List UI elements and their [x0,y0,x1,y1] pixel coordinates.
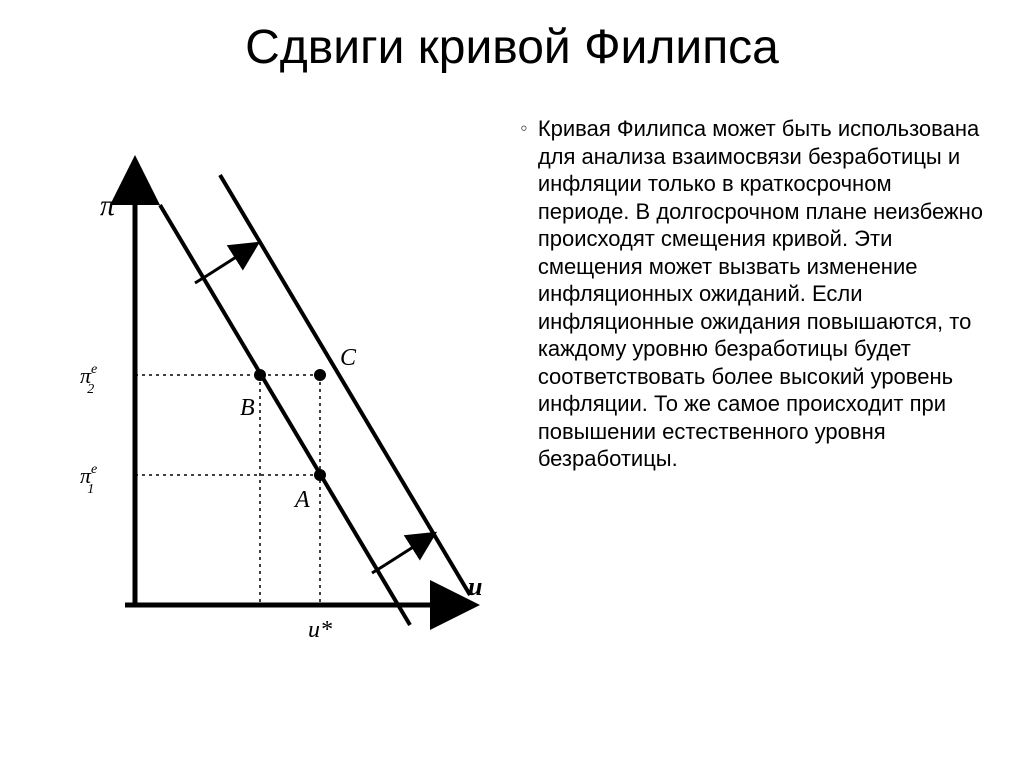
label-b: B [240,395,255,421]
y-tick-pi1: πe1 [80,462,97,497]
x-axis-label: u [468,572,482,601]
text-area: ◦ Кривая Филипса может быть использована… [520,105,984,728]
point-c [314,369,326,381]
y-axis-label: π [100,189,116,222]
curve-1 [160,205,410,625]
chart-area: π u [40,105,500,728]
content-row: π u [40,105,984,728]
point-a [314,469,326,481]
bullet-icon: ◦ [520,117,528,139]
y-tick-pi2: πe2 [80,362,97,397]
shift-arrow-bottom [385,535,432,565]
point-b [254,369,266,381]
shift-arrow-top [208,245,255,275]
phillips-curve-diagram: π u [40,105,500,665]
slide-title: Сдвиги кривой Филипса [40,20,984,75]
label-a: A [293,487,310,513]
x-tick-ustar: u* [308,617,332,643]
curve-2 [220,175,470,595]
label-c: C [340,345,357,371]
body-paragraph: Кривая Филипса может быть использована д… [538,115,984,473]
